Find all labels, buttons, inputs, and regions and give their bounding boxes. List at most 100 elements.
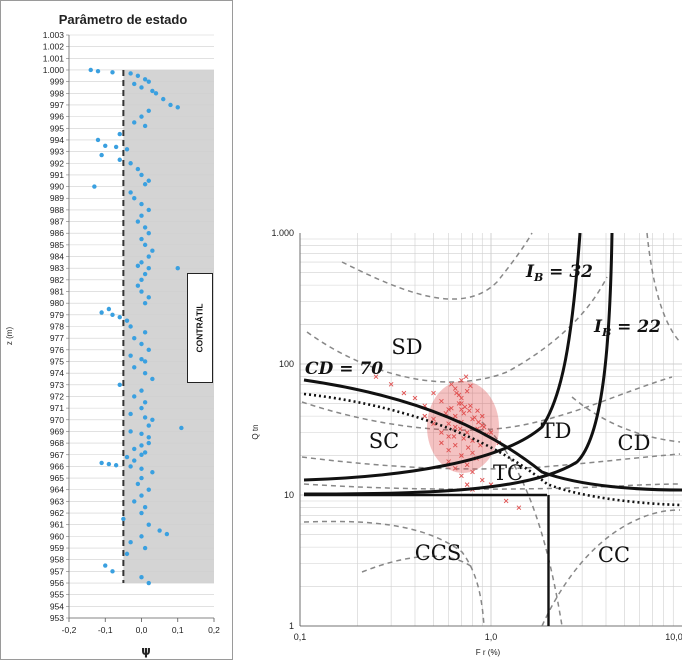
- data-point-stroke: [446, 447, 451, 453]
- label-ib32-value: = 32: [543, 262, 593, 282]
- data-point: [99, 310, 104, 315]
- data-point-stroke: [439, 398, 444, 404]
- label-ib22-sub: B: [601, 326, 611, 339]
- data-point: [128, 353, 133, 358]
- y-tick-label: 976: [50, 345, 64, 355]
- data-point: [150, 417, 155, 422]
- data-point: [117, 131, 122, 137]
- state-contour-dashed: [301, 376, 673, 431]
- y-tick-label: 1.002: [43, 42, 65, 52]
- data-point: [449, 405, 454, 411]
- data-point-stroke: [412, 395, 418, 401]
- data-point-stroke: [446, 407, 451, 412]
- data-point: [135, 73, 141, 79]
- data-point: [456, 401, 462, 406]
- data-point: [106, 461, 112, 467]
- data-point: [139, 85, 144, 90]
- data-point: [128, 429, 133, 434]
- data-point: [161, 96, 166, 102]
- state-contour-dashed: [646, 232, 681, 343]
- data-point: [128, 71, 133, 76]
- label-ib22-value: = 22: [611, 317, 661, 337]
- y-tick-label: 988: [50, 205, 64, 215]
- data-point: [135, 283, 141, 288]
- data-point: [146, 108, 151, 113]
- y-tick-label: 955: [50, 590, 64, 600]
- state-parameter-chart: 1.003 1.002 1.001 1.000 999 998 997 996 995 994 99…: [0, 0, 233, 660]
- data-point-stroke: [452, 465, 458, 471]
- data-point: [153, 91, 159, 96]
- data-point: [146, 580, 151, 586]
- data-point: [422, 413, 428, 419]
- data-point: [412, 395, 418, 401]
- right-x-axis-label: F r (%): [476, 648, 501, 657]
- data-point: [139, 475, 144, 481]
- boundary-cd70: [303, 378, 682, 492]
- data-point: [488, 430, 494, 435]
- data-point-stroke: [468, 383, 473, 389]
- data-point: [146, 266, 151, 271]
- chart-title: Parâmetro de estado: [59, 12, 188, 27]
- data-point-stroke: [475, 408, 480, 414]
- state-contour-dashed: [303, 483, 681, 490]
- right-y-axis-label: Q tn: [251, 424, 260, 439]
- data-point: [128, 464, 133, 469]
- data-point: [128, 324, 133, 329]
- data-point: [168, 102, 173, 108]
- data-point: [139, 388, 144, 393]
- data-point: [142, 225, 148, 230]
- zone-label-cd: CD: [618, 431, 651, 455]
- data-point: [142, 271, 148, 277]
- data-point: [132, 120, 137, 125]
- data-point: [132, 196, 137, 201]
- data-point: [479, 413, 485, 419]
- y-tick-label: 994: [50, 135, 64, 145]
- data-point: [481, 424, 487, 430]
- data-point: [88, 67, 93, 73]
- data-point: [139, 405, 144, 411]
- right-x-tick-label: 0,1: [294, 632, 307, 642]
- right-y-tick-label: 1: [289, 621, 294, 631]
- soil-behaviour-chart: 0,1 1,0 10,0 1.000 100 10 1 SD SC TD TC CD CCS CC IB =…: [242, 222, 682, 660]
- data-point: [132, 81, 137, 87]
- boundary-ib32: [303, 232, 582, 482]
- data-point-stroke: [439, 440, 444, 446]
- y-tick-label: 960: [50, 531, 64, 541]
- y-axis-label: z (m): [5, 327, 14, 346]
- y-tick-label: 962: [50, 508, 64, 518]
- y-tick-label: 965: [50, 473, 64, 483]
- y-tick-label: 992: [50, 158, 64, 168]
- data-point: [461, 436, 467, 441]
- data-point-stroke: [476, 419, 481, 425]
- y-tick-label: 997: [50, 100, 64, 110]
- data-point: [139, 341, 144, 347]
- data-point: [132, 365, 137, 370]
- data-point-stroke: [464, 462, 470, 468]
- data-point: [103, 563, 108, 568]
- data-point: [446, 421, 451, 427]
- data-point: [461, 411, 467, 416]
- data-point-stroke: [373, 374, 379, 380]
- data-point: [146, 79, 151, 84]
- data-point-stroke: [464, 388, 470, 394]
- data-point: [128, 190, 133, 195]
- data-point-stroke: [461, 411, 467, 416]
- data-point-stroke: [454, 390, 459, 396]
- data-point: [439, 398, 444, 404]
- y-tick-label: 991: [50, 170, 64, 180]
- data-point-stroke: [516, 505, 522, 511]
- data-point: [373, 374, 379, 380]
- data-point-stroke: [456, 401, 462, 406]
- data-point: [142, 545, 148, 551]
- data-point: [139, 213, 144, 218]
- data-point: [121, 516, 126, 522]
- data-point: [99, 460, 104, 466]
- data-point: [464, 462, 470, 468]
- data-point: [452, 465, 458, 471]
- data-point: [117, 314, 122, 320]
- data-point: [146, 435, 151, 440]
- data-point: [175, 266, 180, 271]
- y-tick-label: 986: [50, 228, 64, 238]
- x-tick-label: 0,1: [172, 625, 184, 635]
